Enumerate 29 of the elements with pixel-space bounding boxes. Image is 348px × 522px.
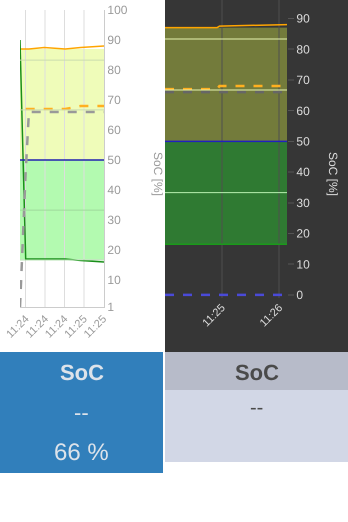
text: SoC [60,360,104,385]
y-tick-label: 30 [107,213,122,228]
line-series [20,39,104,263]
y-tick-label: 10 [296,257,310,272]
text: 66 % [54,439,109,466]
y-tick-label: 20 [107,243,122,258]
y-tick-label: 60 [296,104,310,118]
y-tick-label: 1 [107,300,114,314]
y-tick-label: 40 [107,183,122,198]
y-tick-label: 20 [296,226,310,241]
y-tick-label: 80 [107,63,122,78]
y-tick-label: 70 [296,73,310,88]
y-tick-label: 50 [296,134,310,149]
y-tick-label: 50 [107,153,122,168]
text: -- [250,397,264,419]
text: -- [74,400,89,425]
text: SoC [235,360,280,385]
y-axis-title: SoC [%] [151,152,165,196]
y-tick-label: 80 [296,42,310,56]
y-tick-label: 100 [107,3,128,18]
y-tick-label: 70 [107,93,122,108]
y-tick-label: 0 [296,288,304,302]
y-tick-label: 90 [107,33,122,48]
y-tick-label: 10 [107,273,122,288]
y-tick-label: 40 [296,165,310,180]
y-axis-title: SoC [%] [326,152,340,196]
y-tick-label: 30 [296,196,310,210]
y-tick-label: 60 [107,123,122,138]
y-tick-label: 90 [296,12,310,26]
